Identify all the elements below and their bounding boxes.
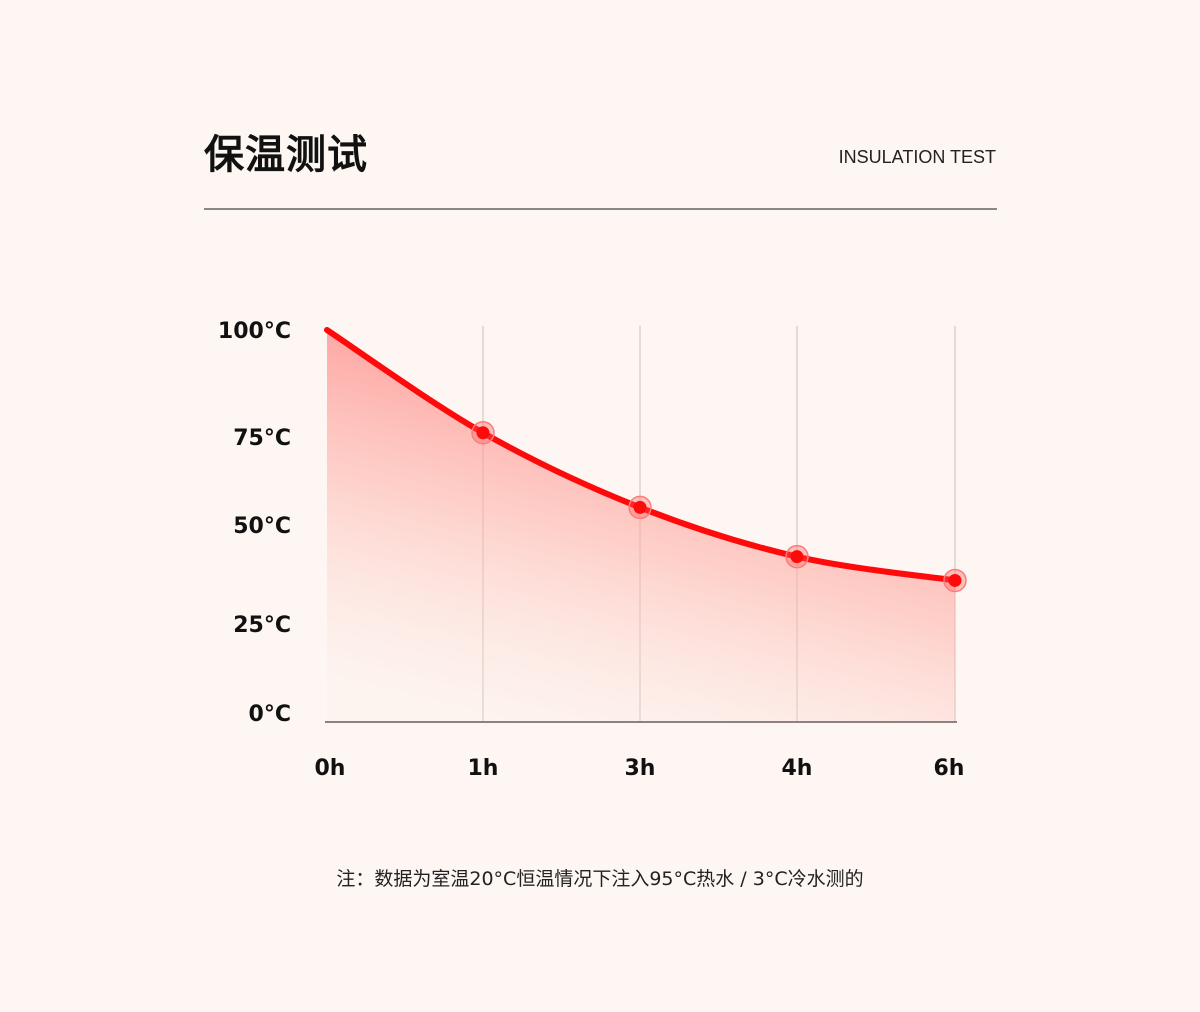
x-tick-label: 1h <box>468 756 499 781</box>
y-tick-label: 100°C <box>218 319 291 344</box>
y-tick-label: 0°C <box>249 702 291 727</box>
data-point <box>476 426 490 440</box>
page-subtitle: INSULATION TEST <box>838 147 996 167</box>
page-title: 保温测试 <box>204 132 368 178</box>
data-point <box>948 573 962 587</box>
y-tick-label: 25°C <box>233 613 291 638</box>
area-fill <box>327 330 955 722</box>
x-tick-label: 3h <box>625 756 656 781</box>
footnote: 注：数据为室温20°C恒温情况下注入95°C热水 / 3°C冷水测的 <box>336 868 864 890</box>
x-tick-label: 4h <box>782 756 813 781</box>
data-point <box>633 500 647 514</box>
y-tick-label: 50°C <box>233 514 291 539</box>
data-point <box>790 550 804 564</box>
x-tick-label: 0h <box>315 756 346 781</box>
x-tick-label: 6h <box>934 756 965 781</box>
divider <box>204 208 997 210</box>
y-tick-label: 75°C <box>233 426 291 451</box>
